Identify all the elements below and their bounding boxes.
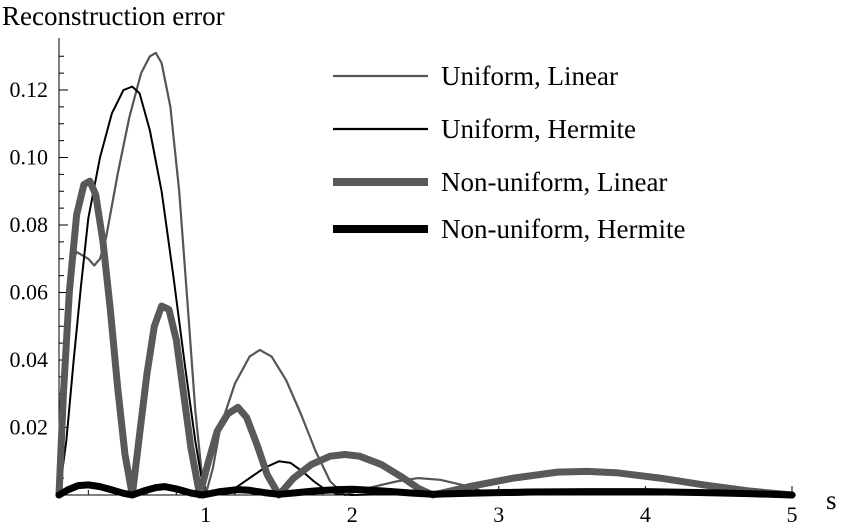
legend-label: Uniform, Hermite [441,114,636,144]
y-tick-label: 0.06 [10,280,49,305]
series-line-2 [58,85,793,496]
legend-label: Non-uniform, Linear [441,167,667,197]
y-tick-label: 0.04 [10,347,49,372]
x-tick-label: 5 [787,502,798,527]
x-tick-label: 2 [347,502,358,527]
x-tick-label: 4 [640,502,651,527]
y-tick-label: 0.10 [10,145,49,170]
series-line-4 [55,481,796,499]
x-tick-label: 1 [200,502,211,527]
y-tick-label: 0.02 [10,415,49,440]
y-tick-label: 0.08 [10,212,49,237]
chart-title: Reconstruction error [2,1,225,31]
legend: Uniform, Linear Uniform, Hermite Non-unifo… [333,61,685,244]
legend-label: Uniform, Linear [441,61,618,91]
series-layer [55,51,796,499]
legend-label: Non-uniform, Hermite [441,214,685,244]
x-tick-label: 3 [493,502,504,527]
x-axis-label: s [826,485,837,515]
y-tick-label: 0.12 [10,77,49,102]
series-line-1 [57,51,794,497]
series-line-3 [55,177,796,499]
